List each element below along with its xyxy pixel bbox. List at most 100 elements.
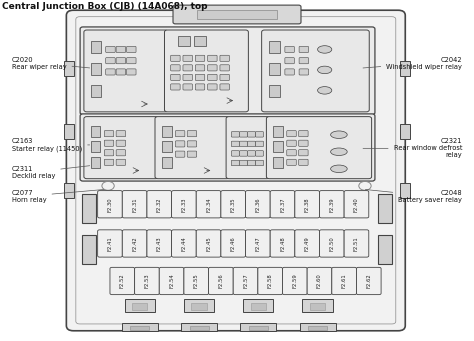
Bar — [64, 183, 74, 198]
Bar — [181, 323, 217, 331]
FancyBboxPatch shape — [171, 84, 180, 90]
FancyBboxPatch shape — [231, 141, 239, 147]
Text: F2.36: F2.36 — [255, 197, 260, 211]
Text: F2.52: F2.52 — [120, 273, 125, 288]
FancyBboxPatch shape — [171, 65, 180, 71]
FancyBboxPatch shape — [159, 267, 184, 295]
FancyBboxPatch shape — [208, 74, 217, 80]
Text: F2.35: F2.35 — [231, 197, 236, 211]
Bar — [308, 326, 327, 330]
FancyBboxPatch shape — [104, 159, 114, 165]
FancyBboxPatch shape — [104, 140, 114, 146]
FancyBboxPatch shape — [155, 117, 229, 179]
Bar — [184, 299, 214, 312]
Bar — [125, 299, 155, 312]
FancyBboxPatch shape — [221, 191, 246, 218]
FancyBboxPatch shape — [299, 140, 308, 146]
FancyBboxPatch shape — [183, 84, 192, 90]
FancyBboxPatch shape — [208, 55, 217, 61]
FancyBboxPatch shape — [287, 159, 296, 165]
Ellipse shape — [330, 165, 347, 173]
Bar — [243, 299, 273, 312]
FancyBboxPatch shape — [255, 151, 264, 156]
Bar — [310, 303, 325, 310]
Text: C2321
Rear window defrost
relay: C2321 Rear window defrost relay — [363, 138, 462, 158]
FancyBboxPatch shape — [106, 58, 115, 64]
FancyBboxPatch shape — [66, 10, 405, 331]
FancyBboxPatch shape — [231, 132, 239, 137]
FancyBboxPatch shape — [110, 267, 135, 295]
FancyBboxPatch shape — [258, 267, 283, 295]
FancyBboxPatch shape — [172, 230, 196, 257]
FancyBboxPatch shape — [285, 58, 294, 64]
Bar — [64, 61, 74, 76]
FancyBboxPatch shape — [220, 55, 229, 61]
FancyBboxPatch shape — [299, 46, 309, 53]
FancyBboxPatch shape — [106, 46, 115, 53]
FancyBboxPatch shape — [239, 160, 247, 166]
Text: F2.43: F2.43 — [157, 236, 162, 251]
Bar — [91, 157, 100, 168]
FancyBboxPatch shape — [175, 151, 185, 157]
Text: Central Junction Box (CJB) (14A068), top: Central Junction Box (CJB) (14A068), top — [2, 2, 208, 11]
Ellipse shape — [330, 131, 347, 138]
FancyBboxPatch shape — [84, 30, 168, 112]
Bar — [378, 235, 392, 264]
FancyBboxPatch shape — [187, 131, 197, 137]
Text: F2.42: F2.42 — [132, 236, 137, 251]
Text: C2311
Decklid relay: C2311 Decklid relay — [12, 166, 90, 179]
Text: C2042
Windshield wiper relay: C2042 Windshield wiper relay — [363, 57, 462, 70]
FancyBboxPatch shape — [116, 150, 126, 156]
FancyBboxPatch shape — [208, 65, 217, 71]
FancyBboxPatch shape — [221, 230, 246, 257]
FancyBboxPatch shape — [220, 65, 229, 71]
Text: F2.55: F2.55 — [194, 273, 199, 288]
FancyBboxPatch shape — [247, 151, 255, 156]
Text: F2.46: F2.46 — [231, 236, 236, 251]
Bar — [64, 124, 74, 139]
Bar — [400, 61, 410, 76]
Text: F2.61: F2.61 — [342, 273, 346, 288]
Text: C2020
Rear wiper relay: C2020 Rear wiper relay — [12, 57, 90, 70]
FancyBboxPatch shape — [344, 191, 369, 218]
FancyBboxPatch shape — [116, 58, 126, 64]
Ellipse shape — [330, 148, 347, 155]
Text: F2.41: F2.41 — [108, 236, 112, 251]
Text: F2.59: F2.59 — [292, 273, 297, 288]
FancyBboxPatch shape — [195, 84, 205, 90]
FancyBboxPatch shape — [220, 84, 229, 90]
FancyBboxPatch shape — [196, 230, 221, 257]
FancyBboxPatch shape — [195, 55, 205, 61]
FancyBboxPatch shape — [287, 150, 296, 156]
Text: F2.44: F2.44 — [182, 236, 186, 251]
FancyBboxPatch shape — [184, 267, 209, 295]
FancyBboxPatch shape — [80, 27, 375, 115]
Text: F2.38: F2.38 — [305, 197, 310, 211]
FancyBboxPatch shape — [183, 74, 192, 80]
FancyBboxPatch shape — [299, 159, 308, 165]
FancyBboxPatch shape — [255, 160, 264, 166]
FancyBboxPatch shape — [116, 140, 126, 146]
Text: F2.54: F2.54 — [169, 273, 174, 288]
Text: F2.58: F2.58 — [268, 273, 273, 288]
Text: C2077
Horn relay: C2077 Horn relay — [12, 190, 104, 203]
Bar — [82, 194, 96, 223]
Bar — [194, 36, 206, 46]
Text: F2.32: F2.32 — [157, 197, 162, 211]
Ellipse shape — [318, 66, 332, 74]
FancyBboxPatch shape — [246, 230, 270, 257]
FancyBboxPatch shape — [122, 230, 147, 257]
FancyBboxPatch shape — [135, 267, 159, 295]
FancyBboxPatch shape — [266, 117, 372, 179]
Text: F2.50: F2.50 — [329, 236, 334, 251]
FancyBboxPatch shape — [183, 55, 192, 61]
Text: F2.57: F2.57 — [243, 273, 248, 288]
Bar — [91, 85, 101, 97]
FancyBboxPatch shape — [287, 131, 296, 137]
Text: F2.47: F2.47 — [255, 236, 260, 251]
FancyBboxPatch shape — [262, 30, 369, 112]
Bar — [132, 303, 147, 310]
FancyBboxPatch shape — [127, 58, 136, 64]
FancyBboxPatch shape — [255, 132, 264, 137]
FancyBboxPatch shape — [98, 191, 122, 218]
